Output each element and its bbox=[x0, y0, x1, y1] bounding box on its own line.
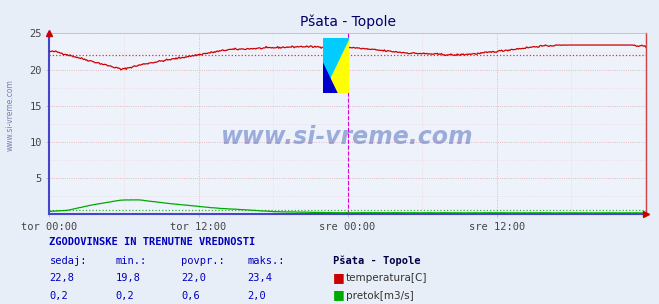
Text: 0,2: 0,2 bbox=[49, 291, 68, 301]
Text: ■: ■ bbox=[333, 288, 345, 302]
Text: 2,0: 2,0 bbox=[247, 291, 266, 301]
Text: maks.:: maks.: bbox=[247, 257, 285, 267]
Text: www.si-vreme.com: www.si-vreme.com bbox=[5, 80, 14, 151]
Polygon shape bbox=[322, 63, 337, 93]
Text: temperatura[C]: temperatura[C] bbox=[346, 273, 428, 283]
Text: ZGODOVINSKE IN TRENUTNE VREDNOSTI: ZGODOVINSKE IN TRENUTNE VREDNOSTI bbox=[49, 237, 256, 247]
Text: ■: ■ bbox=[333, 271, 345, 284]
Text: 22,8: 22,8 bbox=[49, 273, 74, 283]
Text: 0,6: 0,6 bbox=[181, 291, 200, 301]
Text: sedaj:: sedaj: bbox=[49, 257, 87, 267]
Text: pretok[m3/s]: pretok[m3/s] bbox=[346, 291, 414, 301]
Text: 19,8: 19,8 bbox=[115, 273, 140, 283]
Text: www.si-vreme.com: www.si-vreme.com bbox=[221, 125, 474, 149]
Text: povpr.:: povpr.: bbox=[181, 257, 225, 267]
Text: 22,0: 22,0 bbox=[181, 273, 206, 283]
Polygon shape bbox=[322, 38, 349, 93]
Title: Pšata - Topole: Pšata - Topole bbox=[300, 15, 395, 29]
Text: min.:: min.: bbox=[115, 257, 146, 267]
Text: Pšata - Topole: Pšata - Topole bbox=[333, 256, 420, 267]
Text: 23,4: 23,4 bbox=[247, 273, 272, 283]
Text: 0,2: 0,2 bbox=[115, 291, 134, 301]
Polygon shape bbox=[322, 38, 349, 93]
